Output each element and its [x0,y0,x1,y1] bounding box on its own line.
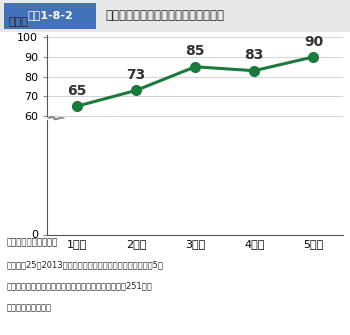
Text: 73: 73 [126,68,146,82]
Bar [4,3,96,29]
Text: 者の売上高平均額: 者の売上高平均額 [7,304,52,312]
Bar [47,117,343,120]
Text: 農林水産物等と新商品の売上高平均額: 農林水産物等と新商品の売上高平均額 [105,9,224,22]
Text: 図表1-8-2: 図表1-8-2 [27,10,73,20]
Text: 百万円: 百万円 [9,17,29,27]
Text: 83: 83 [245,48,264,62]
Text: 65: 65 [67,84,86,98]
Text: 間取り組んでいる事業者のうち、有効回答を行った251事業: 間取り組んでいる事業者のうち、有効回答を行った251事業 [7,282,153,291]
Text: 注：平成25（2013）年度までに総合化事業の認定を受け、5年: 注：平成25（2013）年度までに総合化事業の認定を受け、5年 [7,260,164,269]
Text: 90: 90 [304,35,323,49]
Text: 資料：農林水産省作成: 資料：農林水産省作成 [7,238,58,247]
Text: 85: 85 [186,45,205,58]
